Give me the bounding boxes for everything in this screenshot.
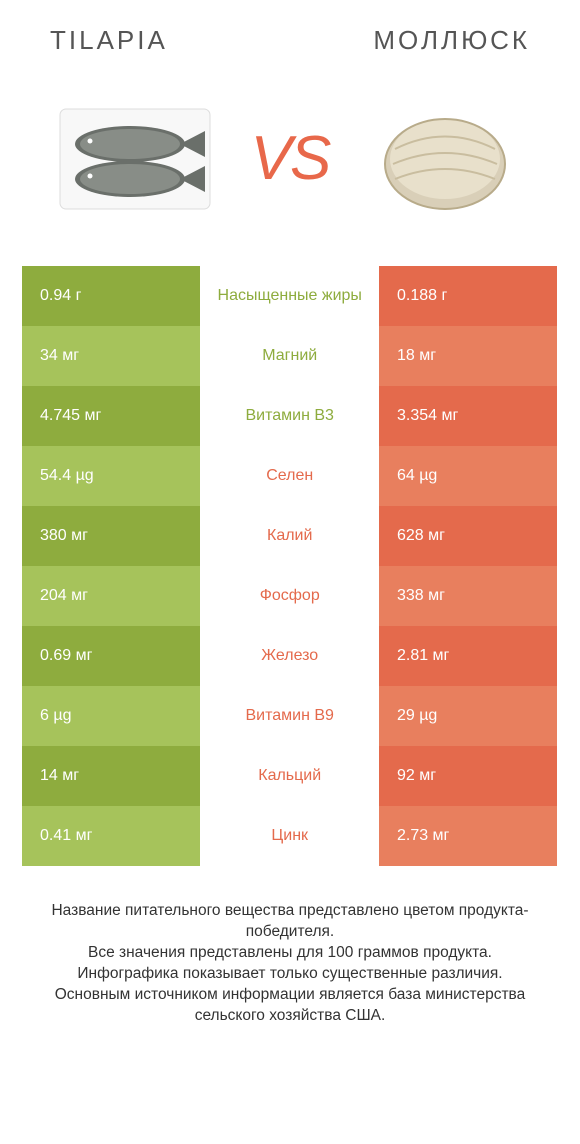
nutrient-label: Кальций [200, 746, 378, 806]
value-left: 54.4 µg [22, 446, 200, 506]
footer-line-2: Все значения представлены для 100 граммо… [30, 943, 550, 964]
vs-label: VS [251, 123, 330, 194]
mollusk-image [360, 84, 530, 234]
value-left: 4.745 мг [22, 386, 200, 446]
value-right: 2.81 мг [379, 626, 557, 686]
table-row: 0.94 гНасыщенные жиры0.188 г [22, 266, 558, 326]
table-row: 0.41 мгЦинк2.73 мг [22, 806, 558, 866]
value-left: 6 µg [22, 686, 200, 746]
value-right: 0.188 г [379, 266, 557, 326]
value-left: 204 мг [22, 566, 200, 626]
nutrient-label: Железо [200, 626, 378, 686]
nutrient-label: Витамин B3 [200, 386, 378, 446]
table-row: 380 мгКалий628 мг [22, 506, 558, 566]
table-row: 4.745 мгВитамин B33.354 мг [22, 386, 558, 446]
table-row: 34 мгМагний18 мг [22, 326, 558, 386]
footer-line-1: Название питательного вещества представл… [30, 901, 550, 943]
value-right: 628 мг [379, 506, 557, 566]
nutrient-label: Калий [200, 506, 378, 566]
nutrient-label: Насыщенные жиры [200, 266, 378, 326]
footer-line-4: Основным источником информации является … [30, 985, 550, 1027]
value-right: 3.354 мг [379, 386, 557, 446]
footer-line-3: Инфографика показывает только существенн… [30, 964, 550, 985]
value-right: 338 мг [379, 566, 557, 626]
images-row: VS [0, 66, 580, 266]
value-left: 0.94 г [22, 266, 200, 326]
table-row: 204 мгФосфор338 мг [22, 566, 558, 626]
value-left: 0.69 мг [22, 626, 200, 686]
value-right: 64 µg [379, 446, 557, 506]
tilapia-image [50, 84, 220, 234]
nutrient-label: Фосфор [200, 566, 378, 626]
value-left: 0.41 мг [22, 806, 200, 866]
title-right: МОЛЛЮСК [373, 25, 530, 56]
value-left: 380 мг [22, 506, 200, 566]
value-right: 2.73 мг [379, 806, 557, 866]
value-left: 14 мг [22, 746, 200, 806]
nutrient-label: Селен [200, 446, 378, 506]
nutrient-label: Цинк [200, 806, 378, 866]
nutrition-table: 0.94 гНасыщенные жиры0.188 г34 мгМагний1… [22, 266, 558, 866]
nutrient-label: Витамин B9 [200, 686, 378, 746]
value-right: 92 мг [379, 746, 557, 806]
header: TILAPIA МОЛЛЮСК [0, 0, 580, 66]
table-row: 14 мгКальций92 мг [22, 746, 558, 806]
title-left: TILAPIA [50, 25, 168, 56]
value-left: 34 мг [22, 326, 200, 386]
table-row: 0.69 мгЖелезо2.81 мг [22, 626, 558, 686]
nutrient-label: Магний [200, 326, 378, 386]
footer-note: Название питательного вещества представл… [30, 901, 550, 1027]
table-row: 54.4 µgСелен64 µg [22, 446, 558, 506]
value-right: 29 µg [379, 686, 557, 746]
table-row: 6 µgВитамин B929 µg [22, 686, 558, 746]
value-right: 18 мг [379, 326, 557, 386]
